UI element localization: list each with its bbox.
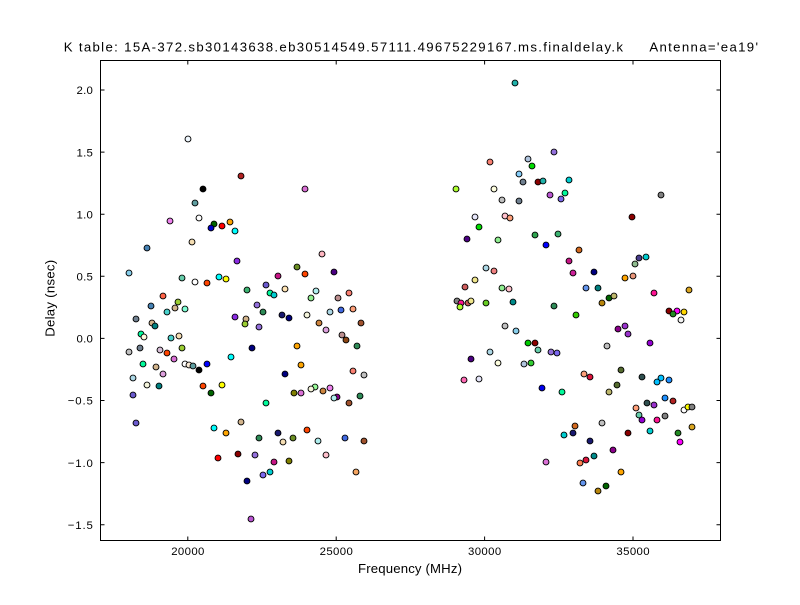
svg-text:−0.5: −0.5 <box>68 396 93 408</box>
svg-text:20000: 20000 <box>171 546 204 558</box>
svg-text:Frequency (MHz): Frequency (MHz) <box>358 561 462 576</box>
svg-text:30000: 30000 <box>468 546 501 558</box>
svg-text:2.0: 2.0 <box>77 85 93 97</box>
svg-text:−1.0: −1.0 <box>68 458 93 470</box>
svg-text:1.5: 1.5 <box>77 147 93 159</box>
svg-text:K table: 15A-372.sb30143638.eb: K table: 15A-372.sb30143638.eb30514549.5… <box>64 40 758 55</box>
svg-text:Delay (nsec): Delay (nsec) <box>43 260 58 337</box>
svg-text:35000: 35000 <box>616 546 649 558</box>
svg-text:25000: 25000 <box>320 546 353 558</box>
svg-text:0.5: 0.5 <box>77 271 93 283</box>
svg-text:1.0: 1.0 <box>77 209 93 221</box>
svg-text:0.0: 0.0 <box>77 334 93 346</box>
svg-text:−1.5: −1.5 <box>68 520 93 532</box>
